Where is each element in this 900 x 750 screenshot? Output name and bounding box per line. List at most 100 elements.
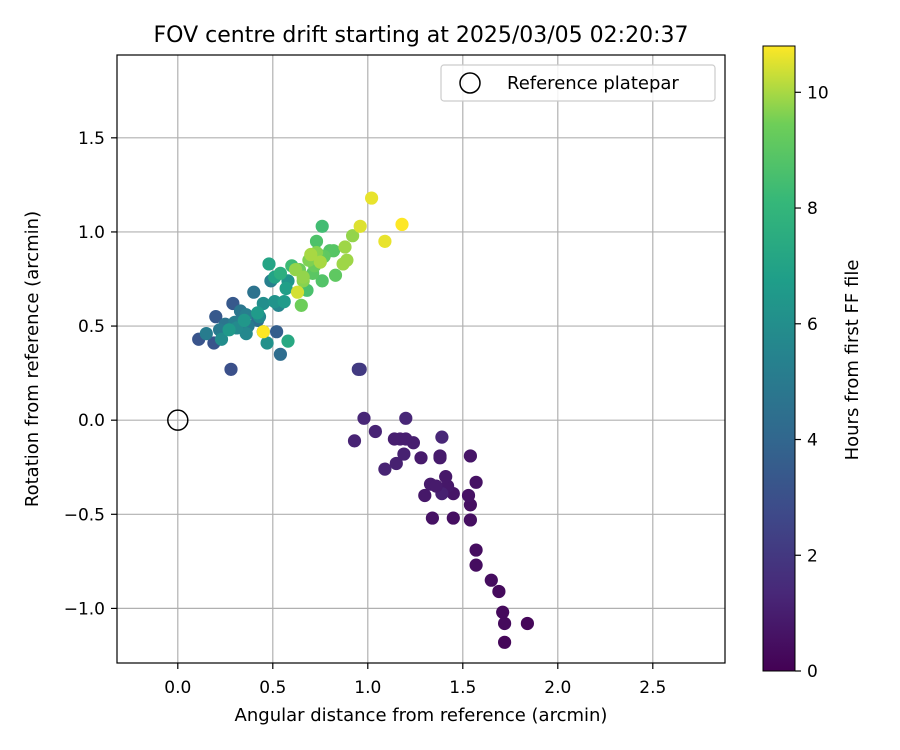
data-point (209, 310, 223, 324)
data-point (281, 334, 295, 348)
colorbar-tick-label: 0 (807, 662, 818, 682)
data-point (239, 326, 253, 341)
data-point (327, 244, 341, 258)
y-tick-label: 1.0 (78, 223, 105, 243)
legend-box (440, 64, 716, 102)
data-point (429, 479, 443, 493)
data-point (346, 229, 360, 243)
x-axis-label: Angular distance from reference (arcmin) (235, 705, 608, 726)
data-point (446, 511, 460, 525)
data-point (270, 325, 284, 339)
data-point (389, 456, 403, 471)
colorbar-tick-label: 8 (807, 199, 818, 219)
data-point (498, 616, 512, 631)
data-point (433, 449, 447, 463)
data-point (351, 362, 365, 376)
colorbar-tick-label: 6 (807, 315, 818, 335)
data-point (498, 635, 512, 649)
data-point (365, 191, 379, 205)
data-point (247, 285, 261, 299)
data-point (414, 451, 428, 465)
data-point (199, 326, 213, 341)
axis-ticks: 0.0 0.5 1.0 1.5 2.0 2.5 −1.0 −0.5 0.0 0.5 1.0 1.5 (64, 129, 667, 698)
data-point (313, 255, 327, 269)
data-point (268, 294, 282, 309)
data-points (192, 191, 535, 649)
data-point (492, 584, 506, 599)
colorbar-tick-label: 4 (807, 431, 818, 451)
x-tick-label: 0.5 (259, 678, 286, 698)
x-tick-label: 1.0 (354, 678, 381, 698)
data-point (290, 285, 305, 299)
data-point (340, 253, 354, 267)
data-point (425, 511, 439, 525)
data-point (496, 605, 510, 619)
data-point (463, 513, 477, 527)
colorbar-gradient (762, 45, 796, 672)
data-point (309, 234, 324, 248)
plot-area (117, 55, 725, 663)
y-tick-label: 0.5 (78, 317, 105, 337)
y-tick-label: 1.5 (78, 129, 105, 149)
x-tick-label: 2.5 (639, 678, 666, 698)
data-point (273, 266, 287, 280)
data-point (395, 217, 409, 232)
data-point (387, 432, 401, 446)
data-point (304, 247, 318, 262)
data-point (315, 274, 329, 288)
colorbar-tick-label: 10 (807, 83, 829, 103)
legend: Reference platepar (440, 64, 716, 102)
data-point (353, 219, 367, 233)
data-point (279, 281, 293, 296)
data-point (338, 240, 352, 254)
data-point (260, 336, 274, 350)
data-point (469, 543, 483, 557)
y-tick-label: 0.0 (78, 411, 105, 431)
reference-platepar-marker (167, 409, 189, 431)
data-point (315, 219, 329, 233)
data-point (277, 294, 291, 309)
colorbar-tick-label: 2 (807, 546, 818, 566)
data-point (397, 447, 411, 461)
colorbar-ticks: 0 2 4 6 8 10 (795, 83, 829, 682)
data-point (328, 268, 343, 282)
colorbar-label: Hours from first FF file (842, 260, 863, 461)
data-point (222, 323, 236, 337)
data-point (399, 411, 413, 425)
data-point (435, 430, 449, 444)
data-point (294, 298, 308, 312)
data-point (418, 488, 432, 503)
x-tick-label: 0.0 (164, 678, 191, 698)
data-point (378, 462, 392, 476)
y-axis-label: Rotation from reference (arcmin) (22, 211, 43, 507)
data-point (224, 362, 238, 376)
data-point (214, 332, 229, 346)
data-point (463, 449, 477, 463)
data-point (520, 616, 535, 631)
data-point (357, 411, 371, 425)
data-point (439, 470, 453, 484)
grid-lines (117, 55, 725, 663)
y-tick-label: −0.5 (64, 505, 105, 525)
x-tick-label: 1.5 (449, 678, 476, 698)
plot-frame (116, 54, 726, 664)
data-point (262, 257, 276, 271)
data-point (251, 306, 265, 320)
data-point (296, 270, 310, 284)
x-tick-label: 2.0 (544, 678, 571, 698)
legend-label: Reference platepar (507, 73, 679, 94)
data-point (273, 347, 287, 361)
data-point (347, 434, 362, 448)
data-point (378, 234, 392, 248)
colorbar: 0 2 4 6 8 10 Hours from first FF file (762, 45, 863, 682)
data-point (256, 325, 270, 339)
data-point (237, 313, 251, 328)
data-point (484, 573, 498, 587)
chart-title: FOV centre drift starting at 2025/03/05 … (154, 23, 689, 48)
data-point (469, 558, 483, 572)
y-tick-label: −1.0 (64, 599, 105, 619)
legend-marker-icon (459, 72, 481, 94)
data-point (368, 424, 382, 439)
data-point (461, 488, 476, 503)
